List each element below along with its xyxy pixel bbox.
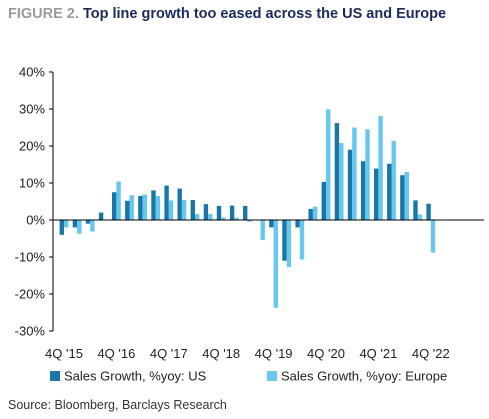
legend-label-europe: Sales Growth, %yoy: Europe bbox=[281, 369, 447, 384]
y-tick-label: -20% bbox=[15, 287, 46, 302]
figure-title-text: Top line growth too eased across the US … bbox=[82, 6, 447, 22]
bar-us bbox=[426, 203, 431, 220]
x-tick-label: 4Q '16 bbox=[97, 346, 135, 361]
bar-europe bbox=[155, 195, 161, 220]
bar-us bbox=[269, 220, 274, 228]
bar-europe bbox=[77, 220, 82, 234]
bar-europe bbox=[299, 220, 305, 260]
bar-us bbox=[295, 220, 300, 228]
x-tick-label: 4Q '22 bbox=[412, 346, 450, 361]
bar-europe bbox=[286, 220, 292, 267]
bar-us bbox=[243, 205, 248, 220]
bar-us bbox=[98, 212, 104, 220]
bar-europe bbox=[273, 220, 278, 308]
bar-us bbox=[347, 149, 353, 220]
bar-us bbox=[164, 185, 169, 220]
bar-us bbox=[151, 190, 156, 220]
bar-europe bbox=[64, 220, 69, 228]
bar-europe bbox=[195, 214, 200, 220]
bar-us bbox=[282, 220, 287, 261]
y-tick-label: -30% bbox=[15, 324, 46, 339]
y-tick-label: 30% bbox=[19, 102, 45, 117]
bar-us bbox=[177, 188, 182, 220]
bar-europe bbox=[116, 181, 121, 220]
bar-us bbox=[321, 181, 326, 220]
bar-us bbox=[112, 192, 117, 220]
x-tick-label: 4Q '20 bbox=[307, 346, 345, 361]
legend-swatch-europe bbox=[267, 371, 277, 381]
bar-us bbox=[334, 123, 340, 220]
bar-europe bbox=[90, 220, 95, 232]
x-tick-label: 4Q '18 bbox=[202, 346, 240, 361]
bar-europe bbox=[221, 217, 226, 220]
bar-europe bbox=[181, 200, 187, 220]
bar-us bbox=[72, 220, 78, 228]
bar-us bbox=[59, 220, 64, 235]
y-tick-label: 40% bbox=[19, 65, 45, 80]
x-tick-label: 4Q '17 bbox=[150, 346, 188, 361]
bar-us bbox=[216, 205, 222, 220]
bar-us bbox=[387, 163, 392, 220]
legend-label-us: Sales Growth, %yoy: US bbox=[64, 369, 207, 384]
bar-europe bbox=[378, 116, 383, 220]
x-tick-label: 4Q '15 bbox=[45, 346, 83, 361]
bar-us bbox=[85, 220, 91, 224]
y-tick-label: 20% bbox=[19, 139, 45, 154]
legend-swatch-us bbox=[50, 371, 60, 381]
y-tick-label: -10% bbox=[15, 250, 46, 265]
bar-europe bbox=[365, 129, 370, 220]
bar-europe bbox=[312, 206, 318, 220]
bar-us bbox=[360, 161, 366, 220]
bar-europe bbox=[417, 214, 423, 220]
bar-us bbox=[374, 168, 379, 220]
bar-europe bbox=[234, 217, 239, 220]
y-tick-label: 10% bbox=[19, 176, 45, 191]
bar-europe bbox=[168, 200, 174, 220]
bar-europe bbox=[339, 143, 344, 220]
bar-europe bbox=[208, 214, 213, 220]
bar-us bbox=[138, 195, 143, 220]
bar-europe bbox=[142, 194, 147, 220]
bar-us bbox=[190, 200, 195, 220]
bar-europe bbox=[129, 195, 134, 220]
bar-europe bbox=[260, 220, 265, 240]
bar-us bbox=[400, 175, 405, 220]
bar-europe bbox=[404, 171, 409, 220]
bar-us bbox=[229, 205, 235, 220]
figure-title: FIGURE 2. Top line growth too eased acro… bbox=[8, 6, 446, 22]
bar-europe bbox=[247, 220, 252, 222]
x-tick-label: 4Q '19 bbox=[255, 346, 293, 361]
bar-us bbox=[413, 200, 418, 220]
bar-europe bbox=[326, 109, 331, 220]
source-note: Source: Bloomberg, Barclays Research bbox=[8, 398, 227, 412]
figure-label: FIGURE 2. bbox=[8, 6, 79, 22]
bar-europe bbox=[352, 127, 357, 220]
bar-us bbox=[203, 204, 209, 220]
bar-europe bbox=[430, 220, 436, 253]
y-tick-label: 0% bbox=[26, 213, 45, 228]
bar-europe bbox=[391, 140, 396, 220]
x-tick-label: 4Q '21 bbox=[359, 346, 397, 361]
bar-us bbox=[125, 200, 130, 220]
bar-us bbox=[308, 208, 313, 220]
